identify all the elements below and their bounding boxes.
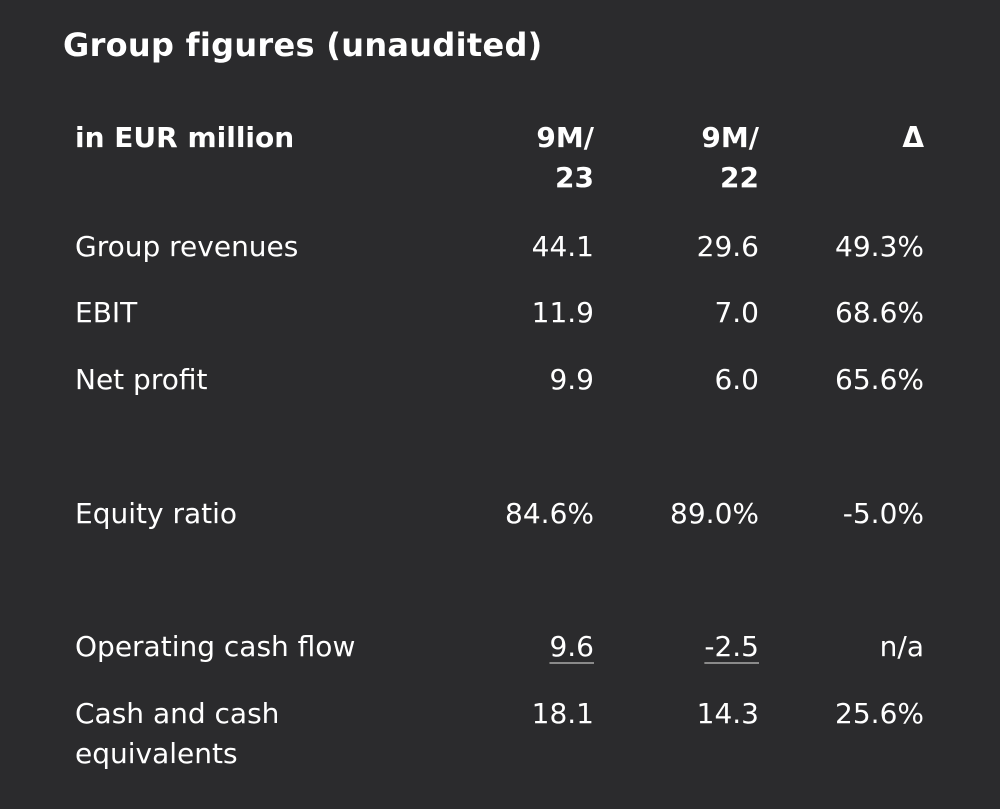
row-value-delta: 68.6% [835, 296, 924, 329]
row-label: Group revenues [75, 230, 299, 263]
row-value-9m22: 7.0 [714, 296, 759, 329]
row-value-9m22: 29.6 [696, 230, 759, 263]
row-value-9m23: 44.1 [531, 230, 594, 263]
column-header-9m22-line1: 9M/ [701, 121, 759, 154]
row-label: EBIT [75, 296, 138, 329]
row-value-9m22: -2.5 [704, 630, 759, 663]
row-value-delta: 49.3% [835, 230, 924, 263]
column-header-9m22-line2: 22 [720, 161, 759, 194]
row-value-9m23: 9.6 [549, 630, 594, 663]
column-header-delta: Δ [902, 121, 924, 154]
row-value-9m23: 84.6% [505, 497, 594, 530]
row-value-9m23: 11.9 [531, 296, 594, 329]
row-value-delta: 25.6% [835, 697, 924, 730]
row-label: Operating cash flow [75, 630, 356, 663]
row-label: Equity ratio [75, 497, 237, 530]
column-header-unit: in EUR million [75, 121, 295, 154]
row-value-delta: 65.6% [835, 363, 924, 396]
row-value-9m22: 89.0% [670, 497, 759, 530]
row-value-9m22: 14.3 [696, 697, 759, 730]
row-value-9m23: 9.9 [549, 363, 594, 396]
column-header-9m23-line2: 23 [555, 161, 594, 194]
row-label-line1: Cash and cash [75, 697, 280, 730]
row-value-9m22: 6.0 [714, 363, 759, 396]
row-label: Cash and cash equivalents [75, 694, 455, 774]
column-header-9m23-line1: 9M/ [536, 121, 594, 154]
row-value-delta: -5.0% [842, 497, 924, 530]
row-label-line2: equivalents [75, 737, 238, 770]
row-label: Net profit [75, 363, 208, 396]
column-header-9m22: 9M/ 22 [701, 118, 759, 198]
row-value-9m23: 18.1 [531, 697, 594, 730]
column-header-9m23: 9M/ 23 [536, 118, 594, 198]
page-title: Group figures (unaudited) [63, 26, 543, 64]
row-value-delta: n/a [879, 630, 924, 663]
